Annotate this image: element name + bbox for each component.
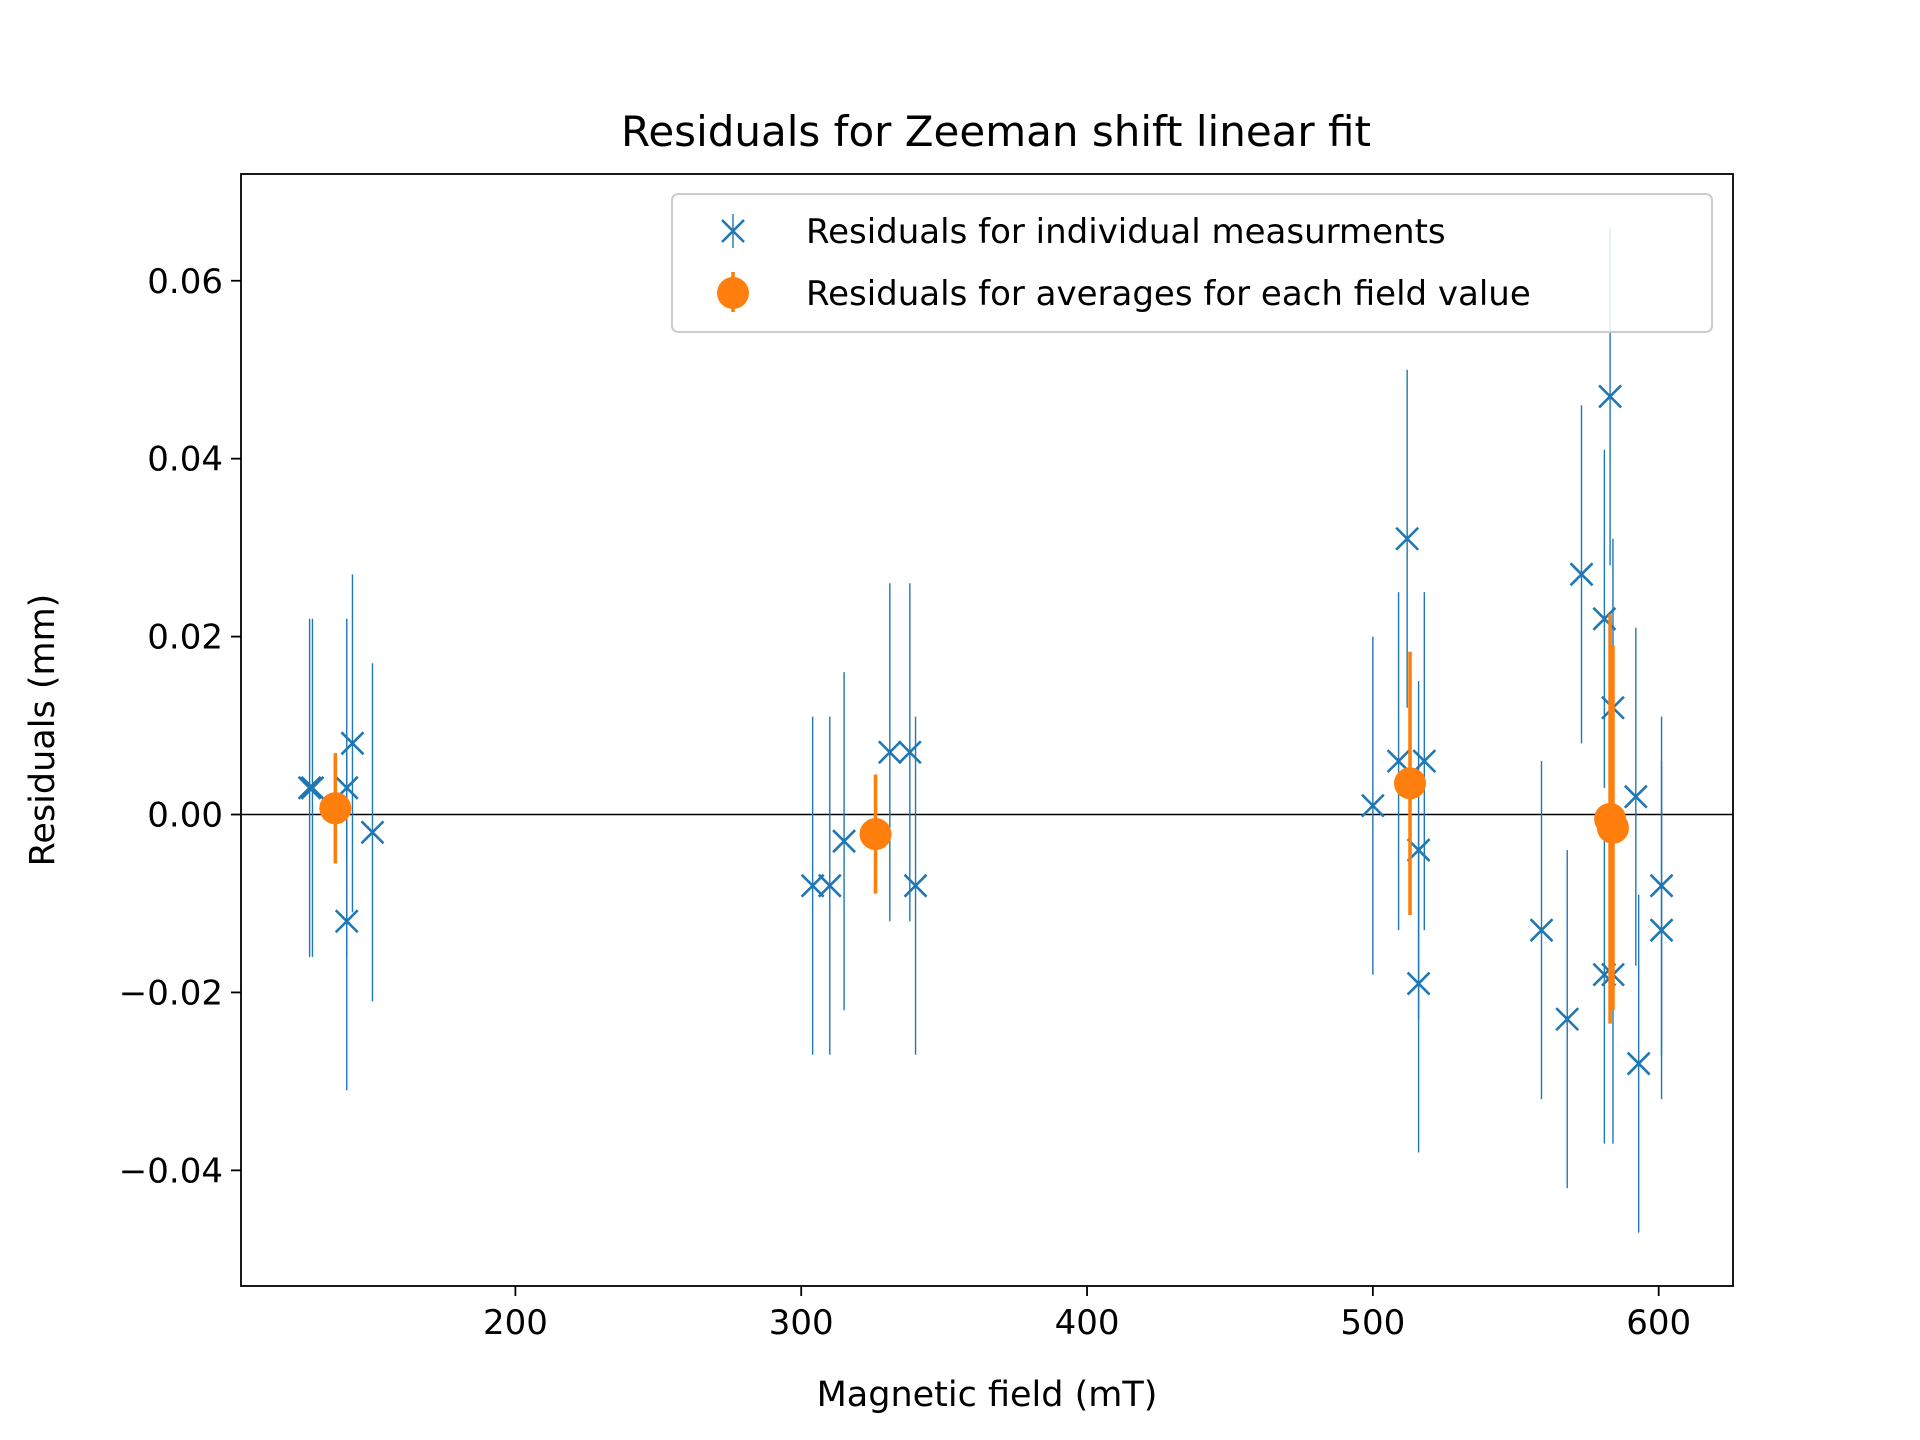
data-point	[1569, 562, 1594, 587]
legend-swatch-averages	[717, 272, 749, 312]
data-point	[1406, 971, 1431, 996]
data-point	[832, 829, 857, 854]
x-tick-label: 500	[1340, 1303, 1405, 1343]
plot-frame	[240, 173, 1734, 1287]
y-tick-label: −0.02	[119, 973, 223, 1013]
data-point	[1596, 811, 1629, 844]
legend-label-averages: Residuals for averages for each field va…	[806, 274, 1531, 314]
data-point	[1555, 1007, 1580, 1032]
legend-entry-individual: Residuals for individual measurments	[721, 212, 1446, 252]
data-point	[1626, 1051, 1651, 1076]
x-tick-label: 300	[769, 1303, 834, 1343]
y-tick-label: 0.02	[147, 618, 223, 658]
data-point	[1395, 526, 1420, 551]
y-tick-label: 0.04	[147, 440, 223, 480]
y-tick-label: 0.00	[147, 796, 223, 836]
x-tick-label: 200	[483, 1303, 548, 1343]
plot-area	[241, 174, 1733, 1286]
x-tick-label: 600	[1626, 1303, 1691, 1343]
data-point	[903, 873, 928, 898]
x-axis-title: Magnetic field (mT)	[817, 1375, 1158, 1415]
data-point	[319, 792, 352, 825]
legend-box	[671, 193, 1713, 333]
legend-swatch-marker	[721, 219, 745, 243]
data-point	[360, 820, 385, 845]
data-point	[817, 873, 842, 898]
y-axis: −0.04 −0.02 0.00 0.02 0.04 0.06	[119, 262, 241, 1191]
data-point	[800, 873, 825, 898]
x-tick-label: 400	[1055, 1303, 1120, 1343]
data-point	[897, 740, 922, 765]
legend-swatch-individual	[721, 214, 745, 248]
data-point	[1394, 767, 1427, 800]
data-point	[300, 775, 325, 800]
y-axis-title: Residuals (mm)	[23, 594, 63, 867]
data-point	[1623, 784, 1648, 809]
data-point	[1649, 918, 1674, 943]
y-tick-label: 0.06	[147, 262, 223, 302]
chart-title: Residuals for Zeeman shift linear fit	[621, 107, 1371, 156]
x-axis: 200 300 400 500 600	[483, 1286, 1691, 1343]
series-averages	[319, 614, 1629, 1024]
legend: Residuals for individual measurments Res…	[671, 193, 1713, 333]
legend-swatch-marker	[717, 277, 749, 309]
legend-label-individual: Residuals for individual measurments	[806, 212, 1446, 252]
data-point	[877, 740, 902, 765]
data-point	[340, 731, 365, 756]
data-point	[1412, 749, 1437, 774]
data-point	[1529, 918, 1554, 943]
data-point	[297, 775, 322, 800]
data-point	[1360, 793, 1385, 818]
legend-entry-averages: Residuals for averages for each field va…	[717, 272, 1531, 314]
data-point	[1598, 384, 1623, 409]
y-tick-label: −0.04	[119, 1151, 223, 1191]
data-point	[859, 818, 892, 851]
